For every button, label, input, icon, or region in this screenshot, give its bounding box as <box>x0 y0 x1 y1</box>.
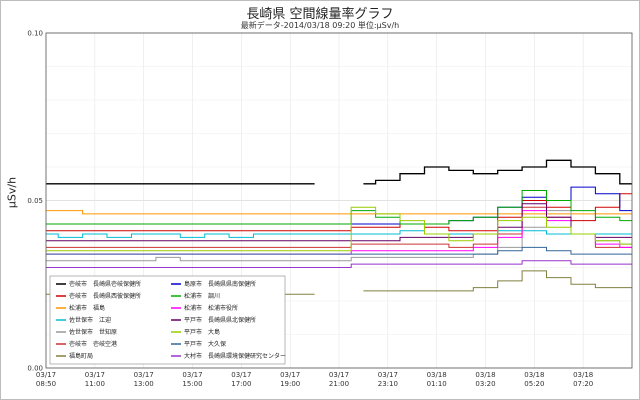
x-tick-date: 03/17 <box>182 371 202 379</box>
series-line-0 <box>46 159 632 185</box>
axis-frame <box>45 32 633 369</box>
series-lines <box>46 159 632 295</box>
x-tick-time: 05:20 <box>524 380 544 388</box>
x-tick-time: 15:00 <box>182 380 202 388</box>
legend-box <box>49 275 286 365</box>
series-line-8 <box>46 190 632 225</box>
x-tick-date: 03/17 <box>36 371 56 379</box>
x-tick-time: 08:50 <box>36 380 56 388</box>
legend-label: 平戸市 長崎県県北保健所 <box>184 316 256 324</box>
x-tick-time: 21:00 <box>329 380 349 388</box>
legend-label: 壱岐市 長崎県西彼保健所 <box>69 292 141 300</box>
chart-title: 長崎県 空間線量率グラフ <box>246 7 394 22</box>
series-line-2 <box>46 210 632 215</box>
series-line-11 <box>46 206 632 252</box>
legend-label: 大村市 長崎県環境保健研究センター <box>184 352 286 360</box>
legend-label: 佐世保市 世知原 <box>69 328 117 336</box>
series-line-13 <box>46 260 632 268</box>
x-tick-time: 11:00 <box>85 380 105 388</box>
x-tick-date: 03/17 <box>231 371 251 379</box>
x-tick-time: 01:10 <box>427 380 447 388</box>
x-tick-time: 03:20 <box>475 380 495 388</box>
x-tick-date: 03/17 <box>134 371 154 379</box>
x-tick-date: 03/18 <box>573 371 593 379</box>
series-line-4 <box>46 210 632 262</box>
x-tick-date: 03/18 <box>524 371 544 379</box>
x-tick-time: 13:00 <box>134 380 154 388</box>
x-tick-time: 17:00 <box>231 380 251 388</box>
x-tick-date: 03/17 <box>280 371 300 379</box>
x-tick-date: 03/17 <box>85 371 105 379</box>
y-tick-label: 0.10 <box>27 30 43 38</box>
axes: 0.000.050.1003/1708:5003/1711:0003/1713:… <box>27 30 633 388</box>
legend-label: 松浦市 松浦市役所 <box>184 304 238 312</box>
legend-label: 島原市 長崎県県南保健所 <box>184 280 256 288</box>
y-tick-label: 0.05 <box>27 197 43 205</box>
x-tick-time: 23:10 <box>378 380 398 388</box>
legend-label: 松浦市 調川 <box>184 292 220 300</box>
x-tick-date: 03/18 <box>427 371 447 379</box>
x-tick-date: 03/17 <box>329 371 349 379</box>
legend-label: 平戸市 大島 <box>184 328 220 336</box>
series-line-12 <box>46 246 632 255</box>
legend-label: 壱岐市 壱岐空港 <box>69 340 117 348</box>
legend-label: 壱岐市 長崎県壱岐保健所 <box>69 280 141 288</box>
legend-label: 松浦市 福島 <box>69 304 105 312</box>
legend-label: 佐世保市 江迎 <box>69 316 111 324</box>
x-tick-date: 03/17 <box>378 371 398 379</box>
chart-subtitle: 最新データ-2014/03/18 09:20 単位:μSv/h <box>240 21 400 30</box>
x-tick-date: 03/18 <box>475 371 495 379</box>
legend-label: 福島町局 <box>69 352 93 360</box>
series-line-10 <box>46 203 632 242</box>
x-tick-time: 19:00 <box>280 380 300 388</box>
y-tick-label: 0.00 <box>27 365 43 373</box>
x-tick-time: 07:20 <box>573 380 593 388</box>
legend-label: 平戸市 大久保 <box>184 340 226 348</box>
series-line-1 <box>46 193 632 232</box>
